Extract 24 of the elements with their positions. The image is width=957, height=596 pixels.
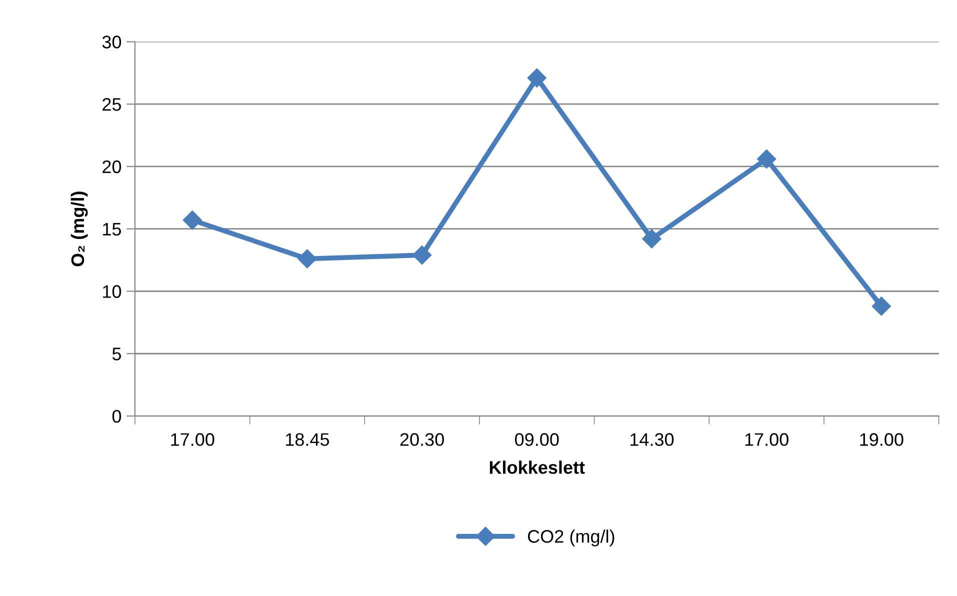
x-tick-label: 14.30 (630, 433, 674, 446)
x-tick-label: 20.30 (400, 433, 444, 446)
point (298, 249, 317, 268)
y-tick-label: 20 (102, 160, 122, 174)
x-tick-label: 18.45 (286, 433, 330, 446)
x-axis-title: Klokkeslett (490, 460, 585, 474)
y-tick-label: 15 (103, 222, 121, 236)
legend-label: CO2 (mg/l) (528, 530, 614, 546)
y-tick-label: 5 (112, 348, 121, 360)
point (182, 210, 202, 230)
y-tick-label: 25 (102, 98, 121, 111)
y-tick-label: 10 (103, 285, 122, 298)
x-tick-label: 17.00 (171, 433, 214, 446)
x-tick-label: 17.00 (745, 433, 788, 446)
point (412, 246, 432, 265)
y-tick-label: 0 (112, 410, 122, 423)
y-tick-label: 30 (102, 36, 122, 48)
point (757, 149, 776, 169)
point (872, 296, 891, 316)
point (527, 68, 546, 88)
x-tick-label: 19.00 (860, 433, 904, 446)
point (642, 229, 662, 248)
y-axis-title: O₂ (mg/l) (70, 192, 88, 266)
x-tick-label: 09.00 (514, 433, 559, 446)
